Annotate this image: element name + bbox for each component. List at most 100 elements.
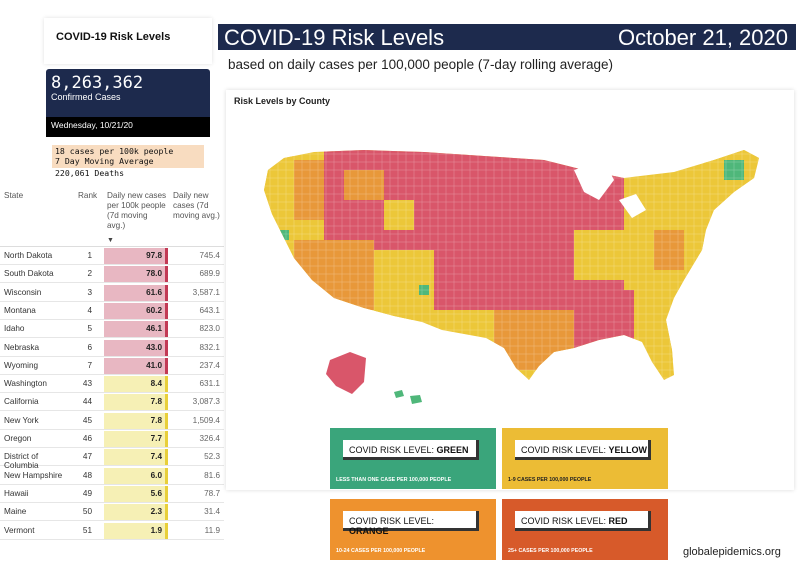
cell-rate-value: 78.0	[146, 269, 162, 279]
table-row[interactable]: Vermont 51 1.9 11.9	[0, 522, 224, 540]
legend-red-level: RED	[608, 516, 628, 526]
cell-rank: 47	[82, 452, 92, 462]
cell-rank: 1	[87, 251, 92, 260]
legend-green-prefix: COVID RISK LEVEL:	[349, 445, 437, 455]
rate-bar-edge	[165, 485, 168, 502]
cell-rate-bar: 61.6	[104, 284, 168, 301]
legend-green: COVID RISK LEVEL: GREEN LESS THAN ONE CA…	[330, 428, 496, 489]
legend-yellow-desc: 1-9 CASES PER 100,000 PEOPLE	[508, 477, 592, 483]
rate-bar-edge	[165, 357, 168, 374]
confirmed-count: 8,263,362	[51, 73, 144, 93]
cell-state: Wyoming	[4, 360, 39, 370]
table-row[interactable]: Washington 43 8.4 631.1	[0, 375, 224, 394]
cell-rate-value: 7.8	[150, 397, 162, 407]
cell-state: South Dakota	[4, 269, 54, 279]
cell-rate-value: 1.9	[150, 525, 162, 535]
rate-bar-edge	[165, 284, 168, 301]
table-row[interactable]: Hawaii 49 5.6 78.7	[0, 485, 224, 503]
table-header: State Rank Daily new cases per 100k peop…	[0, 187, 224, 247]
cell-state: Idaho	[4, 324, 25, 334]
cell-daily-total: 31.4	[204, 507, 220, 517]
cell-state: Maine	[4, 507, 27, 517]
cell-rate-value: 8.4	[150, 379, 162, 389]
cell-daily-total: 326.4	[199, 434, 221, 443]
main-title: COVID-19 Risk Levels	[224, 25, 445, 50]
rate-bar-edge	[165, 504, 168, 521]
cell-rate-bar: 6.0	[104, 467, 168, 484]
cell-rate-bar: 43.0	[104, 339, 168, 356]
sort-descending-icon[interactable]: ▼	[107, 237, 114, 244]
cell-rate-value: 41.0	[146, 360, 162, 370]
confirmed-cases-panel: 8,263,362 Confirmed Cases	[46, 69, 210, 117]
table-row[interactable]: Oregon 46 7.7 326.4	[0, 430, 224, 448]
rate-bar-edge	[165, 266, 168, 283]
table-row[interactable]: Wyoming 7 41.0 237.4	[0, 357, 224, 375]
rate-bar-edge	[165, 339, 168, 356]
table-row[interactable]: Montana 4 60.2 643.1	[0, 302, 224, 320]
cell-state: Wisconsin	[4, 287, 42, 297]
main-subtitle: based on daily cases per 100,000 people …	[228, 57, 614, 72]
cell-daily-total: 11.9	[204, 525, 220, 535]
cell-rate-bar: 7.8	[104, 394, 168, 411]
cell-daily-total: 1,509.4	[192, 415, 220, 425]
legend-orange-prefix: COVID RISK LEVEL:	[349, 516, 435, 526]
cell-daily-total: 52.3	[204, 452, 220, 462]
cell-rank: 43	[82, 379, 92, 389]
rate-bar-edge	[165, 376, 168, 393]
col-header-rank[interactable]: Rank	[78, 191, 98, 200]
rate-bar-edge	[165, 248, 168, 264]
table-row[interactable]: Wisconsin 3 61.6 3,587.1	[0, 284, 224, 302]
cell-rate-bar: 1.9	[104, 522, 168, 539]
table-row[interactable]: District of Columbia 47 7.4 52.3	[0, 448, 224, 470]
col-header-daily-new[interactable]: Daily new cases per 100k people (7d movi…	[107, 191, 167, 230]
cell-rank: 45	[82, 415, 92, 425]
cell-state: New York	[4, 415, 39, 425]
stats-note: 18 cases per 100k people 7 Day Moving Av…	[52, 145, 204, 168]
cell-rate-value: 46.1	[146, 324, 162, 334]
rate-bar-edge	[165, 431, 168, 447]
note-line-2: 7 Day Moving Average	[55, 155, 154, 166]
rate-bar-edge	[165, 467, 168, 484]
cell-state: District of Columbia	[4, 452, 39, 471]
cell-rank: 48	[82, 470, 92, 480]
table-row[interactable]: Nebraska 6 43.0 832.1	[0, 339, 224, 357]
main-header: COVID-19 Risk Levels October 21, 2020	[218, 24, 796, 50]
cell-rate-bar: 7.8	[104, 412, 168, 429]
table-row[interactable]: New York 45 7.8 1,509.4	[0, 412, 224, 430]
col-header-daily-total[interactable]: Daily new cases (7d moving avg.)	[173, 191, 220, 220]
cell-state: North Dakota	[4, 251, 53, 260]
cell-rate-value: 6.0	[150, 470, 162, 480]
legend-red: COVID RISK LEVEL: RED 25+ CASES PER 100,…	[502, 499, 668, 560]
table-row[interactable]: New Hampshire 48 6.0 81.6	[0, 467, 224, 485]
cell-rate-bar: 41.0	[104, 357, 168, 374]
cell-rate-bar: 5.6	[104, 485, 168, 502]
cell-state: Montana	[4, 305, 36, 315]
us-county-map[interactable]	[254, 130, 774, 420]
sidebar-title-card: COVID-19 Risk Levels	[44, 18, 212, 64]
rate-bar-edge	[165, 449, 168, 466]
cell-rate-bar: 46.1	[104, 321, 168, 338]
table-row[interactable]: California 44 7.8 3,087.3	[0, 393, 224, 412]
cell-daily-total: 81.6	[204, 470, 220, 480]
table-row[interactable]: North Dakota 1 97.8 745.4	[0, 247, 224, 265]
main-date: October 21, 2020	[617, 25, 788, 50]
cell-rate-value: 2.3	[150, 507, 162, 517]
cell-rank: 4	[87, 305, 92, 315]
col-header-state[interactable]: State	[4, 191, 24, 200]
map-title: Risk Levels by County	[234, 96, 331, 106]
legend-yellow-level: YELLOW	[608, 445, 648, 455]
cell-daily-total: 631.1	[199, 379, 221, 389]
table-row[interactable]: Idaho 5 46.1 823.0	[0, 320, 224, 339]
legend-yellow: COVID RISK LEVEL: YELLOW 1-9 CASES PER 1…	[502, 428, 668, 489]
confirmed-label: Confirmed Cases	[51, 92, 121, 102]
cell-rank: 3	[87, 287, 92, 297]
table-row[interactable]: Maine 50 2.3 31.4	[0, 503, 224, 522]
cell-rank: 5	[87, 324, 92, 334]
legend-orange: COVID RISK LEVEL: ORANGE 10-24 CASES PER…	[330, 499, 496, 560]
cell-rank: 2	[87, 269, 92, 279]
site-link[interactable]: globalepidemics.org	[683, 546, 781, 558]
cell-rank: 7	[87, 360, 92, 370]
legend-red-label: COVID RISK LEVEL: RED	[515, 511, 651, 531]
table-row[interactable]: South Dakota 2 78.0 689.9	[0, 265, 224, 284]
cell-rank: 46	[82, 434, 92, 443]
